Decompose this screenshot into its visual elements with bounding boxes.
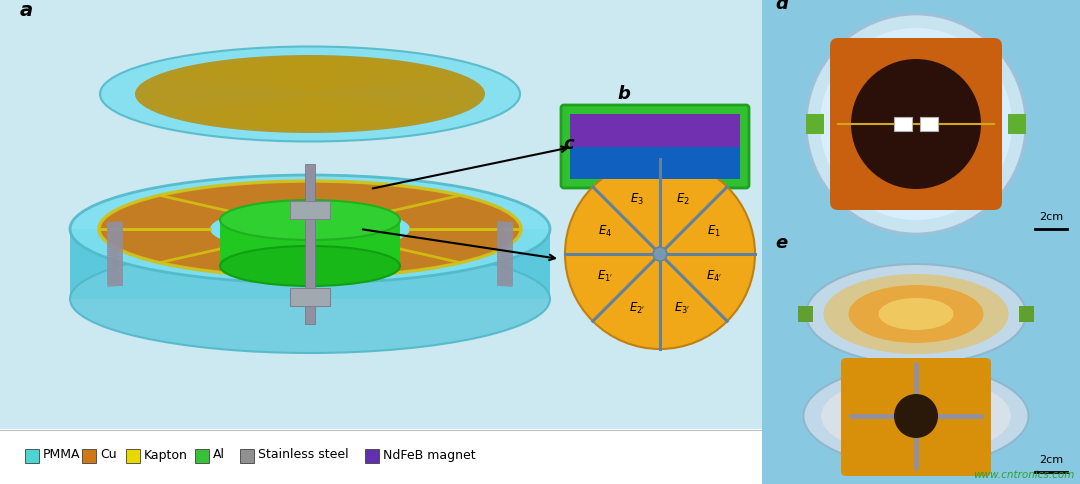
Bar: [240, 449, 254, 463]
Bar: [1020, 306, 1034, 322]
FancyBboxPatch shape: [831, 38, 1002, 210]
Text: e: e: [775, 234, 787, 252]
Text: 2cm: 2cm: [1039, 455, 1063, 465]
Bar: [291, 201, 330, 219]
Bar: [220, 220, 400, 266]
Text: PMMA: PMMA: [43, 449, 81, 462]
Ellipse shape: [824, 274, 1009, 354]
Bar: [70, 229, 550, 299]
Ellipse shape: [878, 298, 954, 330]
Bar: [25, 449, 39, 463]
Circle shape: [820, 28, 1012, 220]
Ellipse shape: [804, 366, 1028, 466]
Circle shape: [565, 159, 755, 349]
Ellipse shape: [210, 207, 410, 252]
Text: www.cntronics.com: www.cntronics.com: [974, 470, 1075, 480]
Ellipse shape: [849, 285, 984, 343]
Text: NdFeB magnet: NdFeB magnet: [382, 449, 475, 462]
Ellipse shape: [220, 200, 400, 240]
Ellipse shape: [100, 182, 519, 276]
Text: d: d: [775, 0, 788, 13]
Ellipse shape: [70, 175, 550, 283]
Ellipse shape: [220, 246, 400, 286]
Text: $E_{1'}$: $E_{1'}$: [597, 269, 613, 284]
Text: Kapton: Kapton: [145, 449, 188, 462]
Bar: [365, 449, 379, 463]
Bar: [126, 449, 140, 463]
Text: a: a: [21, 1, 33, 20]
Text: $E_1$: $E_1$: [707, 224, 721, 239]
Ellipse shape: [100, 46, 519, 141]
Bar: [570, 114, 740, 147]
Bar: [1008, 114, 1026, 134]
Circle shape: [894, 394, 939, 438]
Text: $E_{4'}$: $E_{4'}$: [706, 269, 723, 284]
Bar: [806, 114, 824, 134]
Bar: [798, 306, 813, 322]
Bar: [195, 449, 210, 463]
Circle shape: [806, 14, 1026, 234]
Text: c: c: [563, 135, 573, 153]
Bar: [762, 242, 1080, 484]
Bar: [570, 147, 740, 179]
Bar: [82, 449, 96, 463]
Circle shape: [653, 247, 667, 261]
Ellipse shape: [135, 55, 485, 133]
Text: Stainless steel: Stainless steel: [258, 449, 349, 462]
Bar: [291, 288, 330, 306]
FancyBboxPatch shape: [561, 105, 750, 188]
FancyBboxPatch shape: [841, 358, 991, 476]
Text: $E_4$: $E_4$: [598, 224, 612, 239]
Text: $E_3$: $E_3$: [631, 192, 645, 207]
Ellipse shape: [821, 376, 1011, 456]
Bar: [762, 0, 1080, 242]
Text: 2cm: 2cm: [1039, 212, 1063, 222]
Ellipse shape: [806, 264, 1026, 364]
Text: $E_2$: $E_2$: [676, 192, 689, 207]
Ellipse shape: [70, 245, 550, 353]
Bar: [894, 117, 912, 131]
Text: Cu: Cu: [99, 449, 117, 462]
Text: Al: Al: [214, 449, 226, 462]
Text: $E_{3'}$: $E_{3'}$: [674, 301, 691, 316]
Bar: [305, 164, 315, 324]
Bar: [0, 0, 762, 429]
Bar: [920, 117, 939, 131]
Text: $E_{2'}$: $E_{2'}$: [630, 301, 646, 316]
Text: b: b: [617, 85, 630, 103]
Circle shape: [851, 59, 981, 189]
